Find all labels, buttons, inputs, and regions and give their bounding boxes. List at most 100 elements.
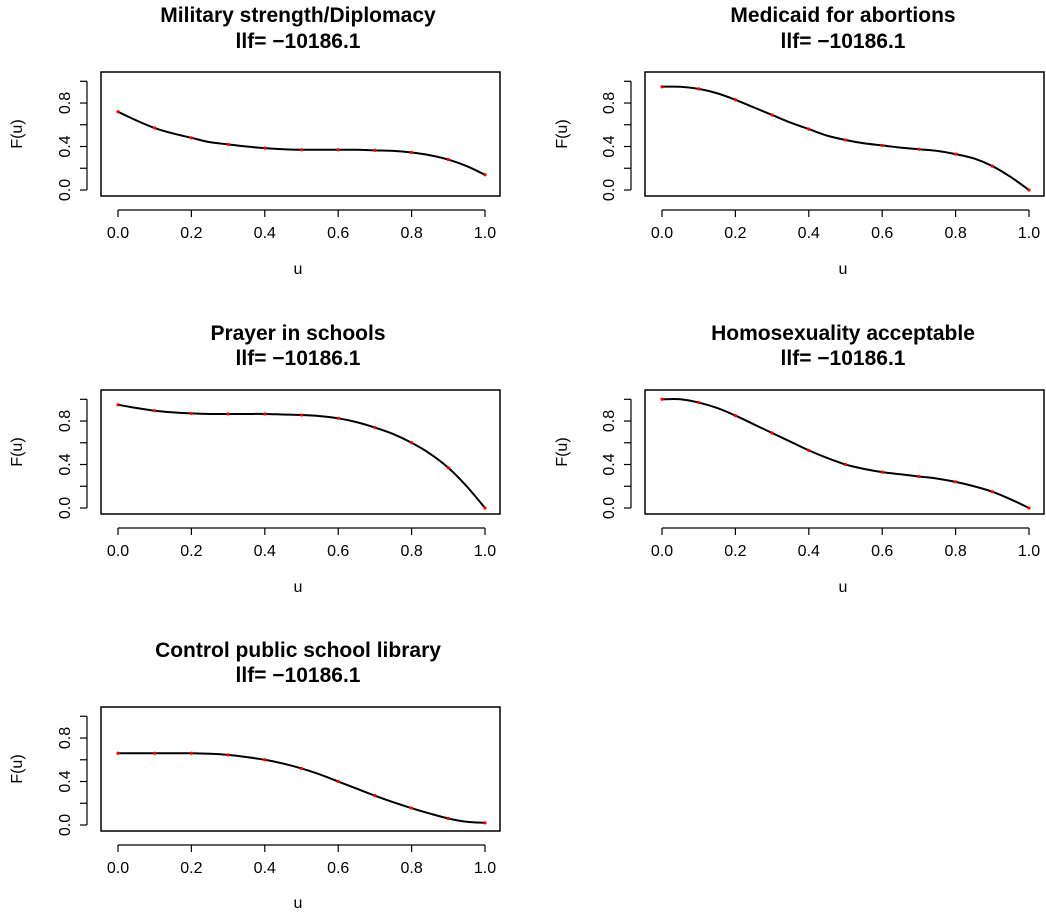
data-point <box>226 142 230 146</box>
data-point <box>733 98 738 102</box>
y-tick-label: 0.0 <box>601 497 618 519</box>
data-point <box>336 416 340 420</box>
data-point <box>483 173 487 177</box>
x-axis-title: u <box>294 261 303 278</box>
x-tick-label: 0.2 <box>180 225 202 242</box>
y-tick-label: 0.4 <box>601 453 618 475</box>
data-point <box>153 409 157 413</box>
x-tick-label: 0.2 <box>724 543 746 560</box>
data-point <box>189 751 193 755</box>
data-point <box>153 751 157 755</box>
x-tick-label: 0.6 <box>871 543 893 560</box>
chart-subtitle: llf= −10186.1 <box>236 664 361 687</box>
x-tick-label: 1.0 <box>474 860 496 877</box>
y-tick-label: 0.0 <box>57 497 74 519</box>
data-point <box>153 126 157 130</box>
data-point <box>226 412 230 416</box>
x-tick-label: 0.8 <box>400 543 422 560</box>
data-point <box>410 150 414 155</box>
data-point <box>1027 188 1031 192</box>
x-axis-title: u <box>839 579 848 596</box>
x-tick-label: 0.4 <box>254 225 276 242</box>
y-axis-title: F(u) <box>554 119 571 148</box>
data-point <box>697 87 701 91</box>
series-line <box>661 398 1030 509</box>
x-tick-label: 0.8 <box>944 543 966 560</box>
y-tick-label: 0.4 <box>57 135 74 157</box>
chart-title: Control public school library <box>155 639 441 662</box>
x-tick-label: 0.8 <box>400 860 422 877</box>
series-line <box>118 752 486 824</box>
data-point <box>697 400 701 405</box>
data-point <box>917 147 921 151</box>
data-point <box>660 397 664 401</box>
data-point <box>990 490 994 494</box>
y-tick-label: 0.8 <box>57 727 74 749</box>
data-point <box>954 480 958 484</box>
x-tick-label: 0.6 <box>327 543 349 560</box>
data-point <box>954 152 958 156</box>
x-tick-label: 0.0 <box>651 225 673 242</box>
x-tick-label: 1.0 <box>474 543 496 560</box>
chart-title: Military strength/Diplomacy <box>160 4 436 27</box>
data-point <box>807 448 811 452</box>
x-tick-label: 1.0 <box>1018 543 1040 560</box>
data-point <box>446 466 450 470</box>
data-point <box>843 138 848 142</box>
data-point <box>336 148 340 152</box>
data-point <box>410 441 414 445</box>
x-tick-label: 0.4 <box>254 860 276 877</box>
x-tick-label: 0.4 <box>798 225 820 242</box>
data-point <box>373 148 377 152</box>
x-tick-label: 1.0 <box>474 225 496 242</box>
data-point <box>116 403 120 407</box>
data-point <box>1027 506 1031 510</box>
data-point <box>990 164 994 168</box>
x-tick-label: 1.0 <box>1018 225 1040 242</box>
y-axis-title: F(u) <box>554 437 571 466</box>
chart-subtitle: llf= −10186.1 <box>236 30 361 53</box>
y-tick-label: 0.0 <box>57 814 74 836</box>
data-point <box>373 794 377 798</box>
x-axis-title: u <box>839 261 848 278</box>
y-tick-label: 0.8 <box>601 410 618 432</box>
data-point <box>373 425 377 430</box>
plot-frame <box>100 706 501 832</box>
chart-title: Prayer in schools <box>210 322 385 345</box>
data-point <box>483 506 487 510</box>
data-point <box>189 411 193 416</box>
series-line <box>661 85 1030 191</box>
data-point <box>336 779 340 784</box>
chart-panel-2: Medicaid for abortions llf= −10186.1 0.0 0.… <box>554 4 1045 278</box>
y-tick-label: 0.0 <box>57 179 74 201</box>
data-point <box>226 753 230 757</box>
x-tick-label: 0.6 <box>327 860 349 877</box>
x-tick-label: 0.8 <box>944 225 966 242</box>
x-tick-label: 0.4 <box>798 543 820 560</box>
y-axis-title: F(u) <box>9 437 26 466</box>
data-point <box>189 136 193 140</box>
x-tick-label: 0.0 <box>107 543 129 560</box>
data-point <box>880 470 884 474</box>
chart-panel-1: Military strength/Diplomacy llf= −10186.1… <box>9 4 501 278</box>
chart-title: Medicaid for abortions <box>730 4 955 27</box>
chart-subtitle: llf= −10186.1 <box>781 347 906 370</box>
x-tick-label: 0.2 <box>180 860 202 877</box>
y-tick-label: 0.4 <box>601 135 618 157</box>
x-tick-label: 0.0 <box>107 225 129 242</box>
data-point <box>263 412 267 416</box>
y-tick-label: 0.4 <box>57 770 74 792</box>
data-point <box>263 758 267 762</box>
data-point <box>116 110 120 114</box>
data-point <box>880 143 884 148</box>
data-point <box>446 816 450 821</box>
plot-frame <box>100 389 501 515</box>
y-axis-title: F(u) <box>9 754 26 783</box>
x-tick-label: 0.0 <box>651 543 673 560</box>
chart-subtitle: llf= −10186.1 <box>236 347 361 370</box>
data-point <box>446 157 450 162</box>
